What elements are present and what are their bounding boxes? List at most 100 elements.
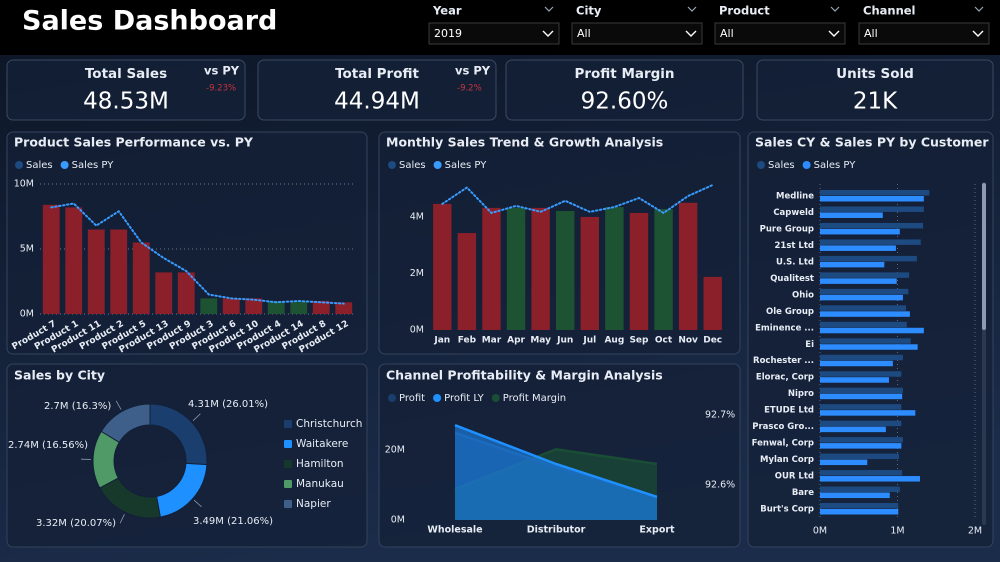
y-tick-label: Qualitest — [770, 274, 814, 284]
x-tick-label: Nov — [678, 336, 698, 346]
dropdown[interactable] — [714, 22, 846, 45]
chevron — [974, 6, 984, 12]
x-tick-label: May — [530, 336, 551, 346]
kpi-title: Profit Margin — [574, 66, 674, 82]
bar — [820, 420, 902, 427]
y-tick-label: Ei — [805, 340, 814, 350]
legend-label: Profit Margin — [503, 393, 566, 404]
filter-value: All — [577, 27, 591, 40]
bar — [132, 242, 150, 314]
dropdown[interactable] — [428, 22, 560, 45]
bar — [200, 298, 218, 314]
bar — [65, 207, 83, 314]
data-label: 3.32M (20.07%) — [36, 518, 116, 529]
kpi-card — [505, 59, 744, 121]
kpi-title: Total Sales — [85, 66, 167, 82]
filter-value: All — [864, 27, 878, 40]
y-tick-label: 21st Ltd — [775, 241, 814, 251]
legend-swatch — [388, 394, 396, 402]
kpi-compare-label: vs PY — [455, 64, 491, 78]
bar — [155, 272, 173, 314]
filter-label: City — [576, 4, 602, 18]
y-tick-label: Ohio — [792, 290, 814, 300]
bar — [820, 294, 903, 301]
legend-label: Sales PY — [814, 160, 857, 171]
filter-value: 2019 — [434, 27, 462, 40]
y-tick-label: 0M — [20, 309, 34, 320]
legend-swatch — [15, 161, 23, 169]
leader-line — [193, 499, 202, 508]
bar — [820, 261, 885, 268]
data-label: 2.74M (16.56%) — [8, 440, 88, 451]
bar — [87, 229, 105, 314]
legend-label: Profit — [399, 393, 425, 404]
bar — [820, 459, 868, 466]
data-label: 4.31M (26.01%) — [188, 399, 268, 410]
leader-line — [115, 400, 122, 410]
x-tick-label: Feb — [458, 336, 477, 346]
filter-label: Channel — [863, 4, 916, 18]
bar — [820, 311, 910, 317]
bar — [42, 204, 60, 314]
bar — [820, 255, 917, 262]
y-tick-label: Ole Group — [766, 307, 814, 317]
bar — [820, 190, 930, 196]
donut-slice — [100, 403, 151, 443]
filter-label: Product — [719, 4, 770, 18]
y-tick-label: Mylan Corp — [760, 455, 814, 465]
dropdown[interactable] — [571, 22, 703, 45]
y-tick-label: Bare — [792, 488, 814, 498]
kpi-change: -9.2% — [457, 84, 482, 94]
bar — [110, 229, 128, 314]
chart-title: Sales by City — [14, 368, 105, 383]
kpi-card — [257, 59, 497, 121]
y-tick-label: Elorac, Corp — [756, 373, 814, 383]
x-tick-label: 1M — [890, 526, 904, 537]
leader-line — [119, 514, 125, 524]
bar — [820, 486, 900, 493]
kpi-value: 21K — [853, 89, 898, 115]
x-tick-label: Jan — [433, 336, 450, 346]
scrollbar-thumb[interactable] — [982, 183, 986, 330]
bar — [703, 276, 722, 330]
y-tick-label: Prasco Gro... — [752, 422, 814, 432]
bar — [820, 426, 886, 433]
x-tick-label: 2M — [968, 526, 982, 537]
legend-label: Sales — [768, 160, 795, 171]
kpi-title: Units Sold — [836, 66, 914, 82]
dropdown[interactable] — [858, 22, 990, 45]
x-tick-label: Mar — [482, 336, 502, 346]
kpi-card — [756, 59, 994, 121]
y-tick-label: 92.7% — [705, 410, 735, 421]
x-tick-label: Distributor — [527, 525, 586, 536]
bar — [820, 278, 897, 284]
bar — [629, 212, 649, 330]
data-label: 2.7M (16.3%) — [44, 401, 111, 412]
bar — [506, 207, 526, 330]
y-tick-label: ETUDE Ltd — [764, 406, 814, 416]
chevron — [544, 6, 554, 12]
bar — [820, 354, 903, 361]
legend-swatch — [388, 161, 396, 169]
bar — [820, 338, 911, 344]
bar — [820, 305, 907, 311]
bar — [820, 393, 903, 400]
kpi-value: 48.53M — [83, 89, 169, 115]
bar — [820, 404, 902, 410]
legend-swatch — [802, 161, 811, 169]
bar — [820, 377, 889, 383]
legend-swatch — [757, 161, 765, 169]
legend-label: Waitakere — [296, 438, 348, 450]
line — [50, 202, 345, 305]
filter-label: Year — [432, 4, 462, 18]
legend-swatch — [284, 500, 292, 508]
dashboard-title: Sales Dashboard — [22, 6, 277, 37]
bar — [820, 212, 883, 218]
y-tick-label: 10M — [14, 179, 34, 190]
x-tick-label: Jun — [556, 336, 573, 346]
bar — [290, 301, 308, 314]
x-tick-label: 0M — [813, 526, 827, 537]
legend-swatch — [284, 460, 292, 468]
bar — [820, 492, 890, 499]
